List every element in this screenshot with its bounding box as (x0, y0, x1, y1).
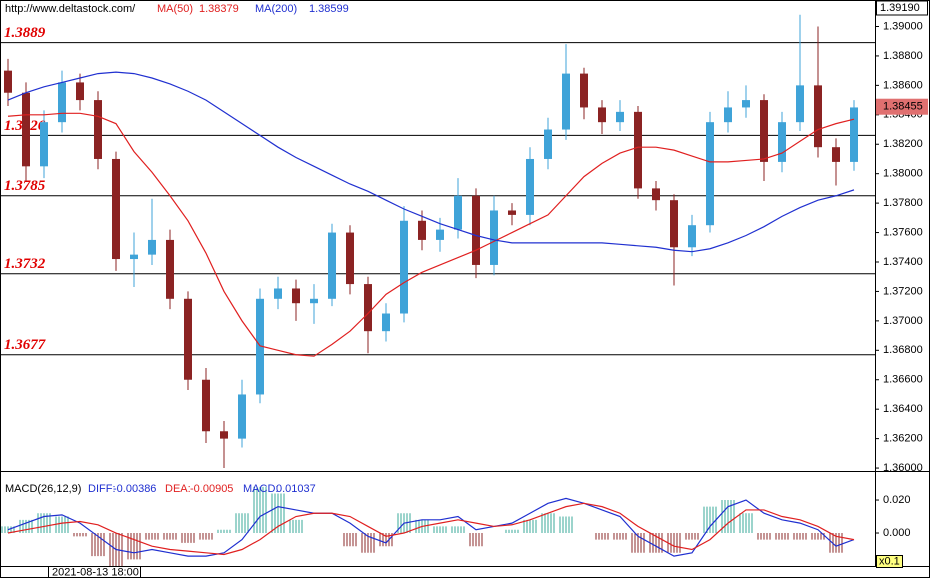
url: http://www.deltastock.com/ (5, 3, 136, 15)
y-tick-label: 1.38200 (883, 138, 923, 150)
legend-name: MA(50) (157, 3, 193, 15)
level-label: 1.3677 (4, 337, 46, 353)
candle-body (94, 100, 102, 159)
candle-body (328, 232, 336, 299)
y-tick-label: 1.38600 (883, 79, 923, 91)
scale-label: x0.1 (879, 555, 900, 567)
candle-body (40, 122, 48, 167)
candle-body (256, 298, 264, 395)
candle-body (850, 107, 858, 162)
candle-body (364, 284, 372, 332)
candle-body (598, 107, 606, 123)
level-label: 1.3732 (4, 256, 46, 272)
y-tick-label: 1.38800 (883, 50, 923, 62)
ma-line (7, 71, 855, 253)
candle-body (274, 288, 282, 299)
y-tick-label: 1.37400 (883, 256, 923, 268)
candle-body (166, 239, 174, 299)
legend-name: MA(200) (255, 3, 297, 15)
candle-body (616, 111, 624, 123)
candle-body (508, 210, 516, 215)
y-tick-label: 1.39000 (883, 20, 923, 32)
candle-body (346, 232, 354, 285)
legend-value: -0.00905 (190, 483, 233, 495)
candle-body (202, 379, 210, 432)
candle-body (58, 82, 66, 123)
level-label: 1.3785 (4, 178, 46, 194)
candle-body (76, 82, 84, 101)
candle-body (22, 92, 30, 167)
candle-body (238, 394, 246, 439)
candle-body (472, 195, 480, 265)
legend-value: -0.00386 (113, 483, 156, 495)
candle-body (292, 288, 300, 304)
y-tick-label: 1.37000 (883, 315, 923, 327)
candle-body (832, 147, 840, 162)
candle-body (310, 298, 318, 304)
y-tick-label: 1.36200 (883, 433, 923, 445)
candle-body (382, 313, 390, 332)
y-tick-label: 1.36400 (883, 403, 923, 415)
y-tick-label: 0.000 (883, 527, 911, 539)
legend-name: DEA: (165, 483, 191, 495)
candle-body (796, 85, 804, 123)
candle-body (148, 239, 156, 255)
candle-body (724, 107, 732, 123)
axis-top-label: 1.39190 (880, 2, 920, 14)
date-label: 2021-08-13 18:00 (52, 566, 139, 578)
candle-body (490, 210, 498, 265)
y-tick-label: 1.36600 (883, 374, 923, 386)
candle-body (688, 225, 696, 248)
candle-body (112, 158, 120, 260)
scale-box (876, 555, 903, 568)
y-tick-label: 1.37800 (883, 197, 923, 209)
candle-body (634, 111, 642, 189)
macd-line (7, 497, 855, 557)
level-label: 1.3889 (4, 25, 46, 41)
y-tick-label: 1.36000 (883, 462, 923, 474)
candle-body (544, 129, 552, 159)
candle-body (526, 158, 534, 215)
last-price-box (876, 98, 928, 115)
y-tick-label: 1.37200 (883, 285, 923, 297)
macd-title: MACD(26,12,9) (5, 483, 81, 495)
candle-body (562, 73, 570, 130)
legend-name: DIFF: (88, 483, 116, 495)
candle-body (220, 431, 228, 439)
candle-body (418, 220, 426, 240)
candle-body (778, 122, 786, 162)
candle-body (4, 70, 12, 93)
legend-value: 1.38379 (199, 3, 239, 15)
candle-body (760, 100, 768, 162)
ma-line (7, 112, 855, 357)
y-tick-label: 0.020 (883, 494, 911, 506)
candle-body (652, 188, 660, 201)
legend-value: 1.38599 (309, 3, 349, 15)
candle-body (814, 85, 822, 148)
candle-body (436, 229, 444, 240)
candle-body (184, 298, 192, 380)
candle-body (454, 195, 462, 230)
legend-name: MACD: (243, 483, 278, 495)
macd-line (7, 502, 855, 556)
candle-body (742, 100, 750, 108)
candle-body (580, 73, 588, 108)
y-tick-label: 1.37600 (883, 226, 923, 238)
candle-body (400, 220, 408, 314)
y-tick-label: 1.36800 (883, 344, 923, 356)
candle-body (706, 122, 714, 226)
last-price-label: 1.38455 (883, 101, 923, 113)
candle-body (130, 254, 138, 260)
axis-top-box (876, 0, 928, 16)
legend-value: 0.01037 (276, 483, 316, 495)
candle-body (670, 200, 678, 248)
y-tick-label: 1.38000 (883, 168, 923, 180)
